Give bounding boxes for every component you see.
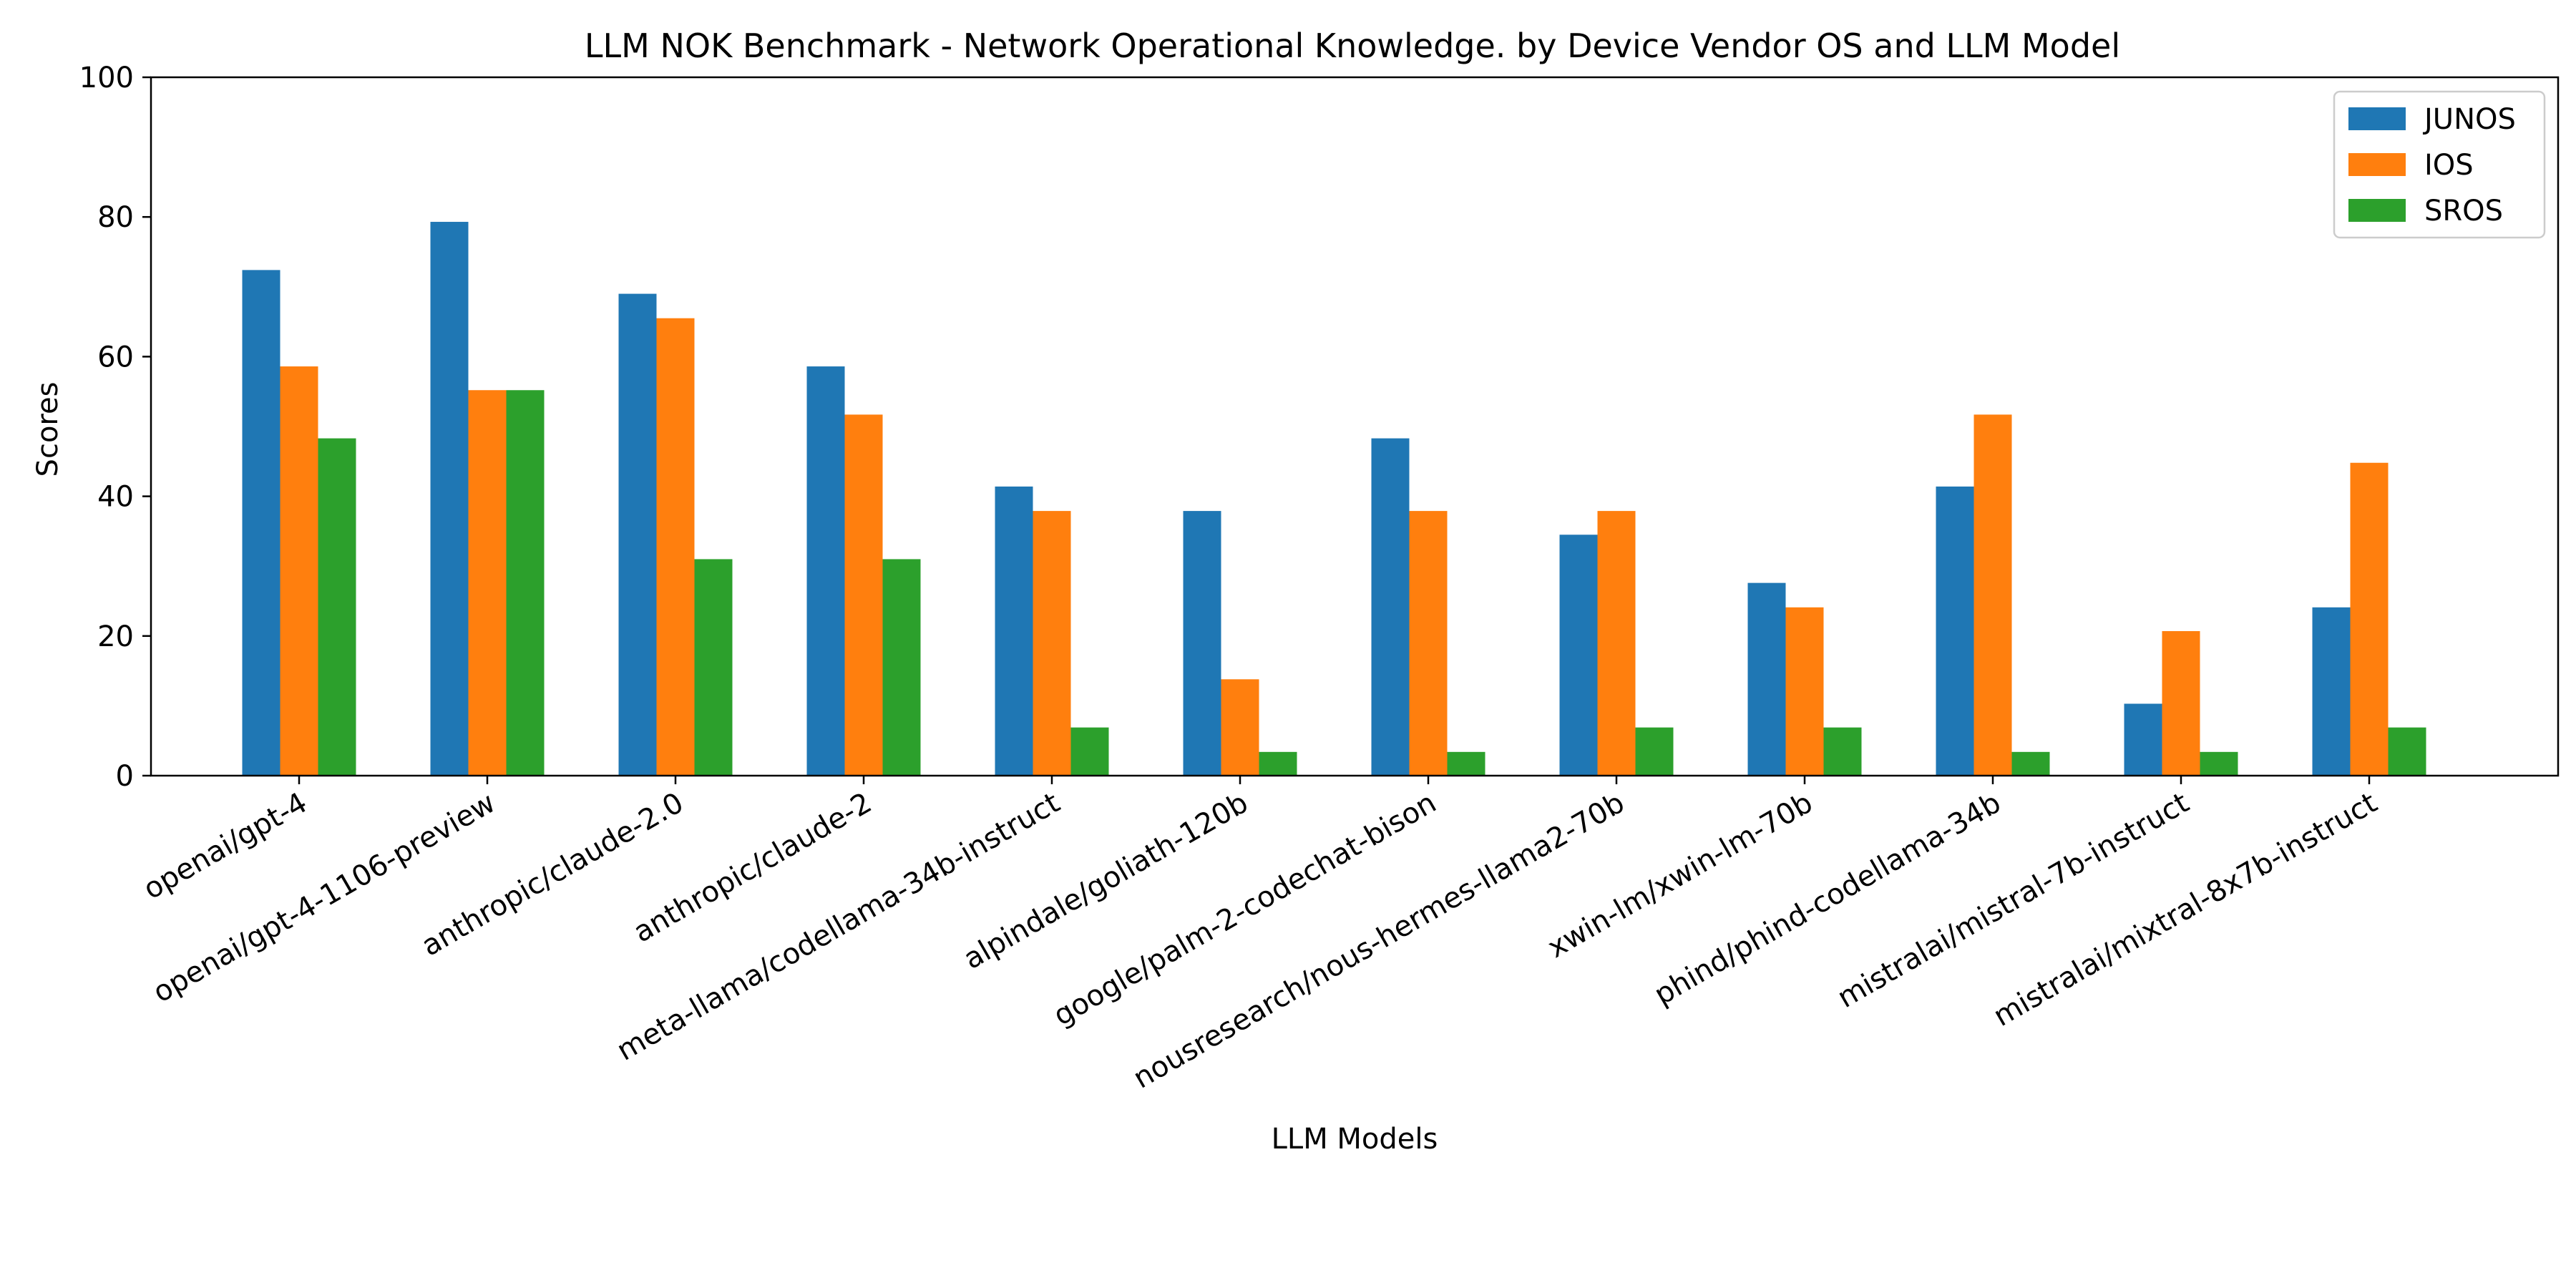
bar-junos-3: [618, 293, 657, 776]
bar-junos-12: [2312, 607, 2351, 776]
bar-sros-11: [2200, 751, 2238, 776]
legend-label-junos: JUNOS: [2422, 103, 2516, 136]
bar-ios-10: [1974, 414, 2012, 776]
bar-ios-1: [280, 366, 318, 776]
bar-ios-11: [2162, 630, 2200, 776]
bar-layer: [242, 222, 2426, 776]
legend-label-ios: IOS: [2424, 149, 2474, 182]
bar-ios-8: [1597, 511, 1636, 776]
bar-sros-6: [1259, 751, 1297, 776]
x-tick-label: openai/gpt-4: [138, 786, 313, 906]
bar-junos-11: [2124, 703, 2162, 776]
bar-ios-4: [844, 414, 883, 776]
bar-ios-3: [656, 318, 695, 776]
legend-swatch-sros: [2348, 199, 2406, 222]
bar-sros-4: [882, 559, 921, 776]
y-tick-label: 0: [116, 760, 134, 793]
bar-junos-8: [1559, 535, 1598, 776]
bar-ios-7: [1409, 511, 1448, 776]
legend-swatch-ios: [2348, 153, 2406, 176]
bar-sros-10: [2011, 751, 2050, 776]
bar-ios-9: [1785, 607, 1824, 776]
x-tick-label: phind/phind-codellama-34b: [1649, 786, 2006, 1012]
x-axis: openai/gpt-4openai/gpt-4-1106-previewant…: [138, 776, 2383, 1096]
bar-sros-8: [1635, 727, 1674, 776]
bar-sros-9: [1823, 727, 1862, 776]
bar-sros-12: [2388, 727, 2426, 776]
bar-junos-6: [1183, 511, 1221, 776]
bar-junos-2: [430, 222, 469, 776]
bar-ios-6: [1221, 679, 1259, 776]
bar-sros-2: [506, 390, 545, 776]
y-axis: 0 20 40 60 80 100: [79, 62, 151, 793]
bar-sros-1: [318, 438, 356, 776]
bar-sros-5: [1070, 727, 1109, 776]
y-axis-label: Scores: [31, 382, 64, 477]
bar-junos-5: [995, 486, 1033, 776]
bar-ios-2: [468, 390, 507, 776]
legend-label-sros: SROS: [2424, 195, 2503, 228]
legend: JUNOS IOS SROS: [2333, 90, 2546, 239]
plot-frame: [150, 76, 2560, 777]
chart-title: LLM NOK Benchmark - Network Operational …: [585, 26, 2120, 65]
y-tick-label: 60: [97, 341, 134, 374]
bar-junos-1: [242, 270, 280, 776]
bar-junos-10: [1936, 486, 1974, 776]
y-tick-label: 20: [97, 620, 134, 653]
bar-sros-3: [694, 559, 733, 776]
bar-ios-5: [1033, 511, 1071, 776]
x-tick-label: mistralai/mixtral-8x7b-instruct: [1988, 786, 2383, 1033]
bar-junos-9: [1747, 582, 1786, 776]
y-tick-label: 100: [79, 62, 134, 94]
bar-junos-4: [806, 366, 845, 776]
bar-junos-7: [1371, 438, 1410, 776]
x-axis-label: LLM Models: [1272, 1123, 1438, 1156]
x-tick-label: google/palm-2-codechat-bison: [1048, 786, 1442, 1033]
x-tick-label: mistralai/mistral-7b-instruct: [1832, 786, 2195, 1015]
legend-swatch-junos: [2348, 107, 2406, 130]
y-tick-label: 80: [97, 201, 134, 234]
bar-ios-12: [2350, 462, 2389, 776]
bar-sros-7: [1447, 751, 1485, 776]
y-tick-label: 40: [97, 481, 134, 514]
x-tick-label: openai/gpt-4-1106-preview: [147, 786, 501, 1010]
